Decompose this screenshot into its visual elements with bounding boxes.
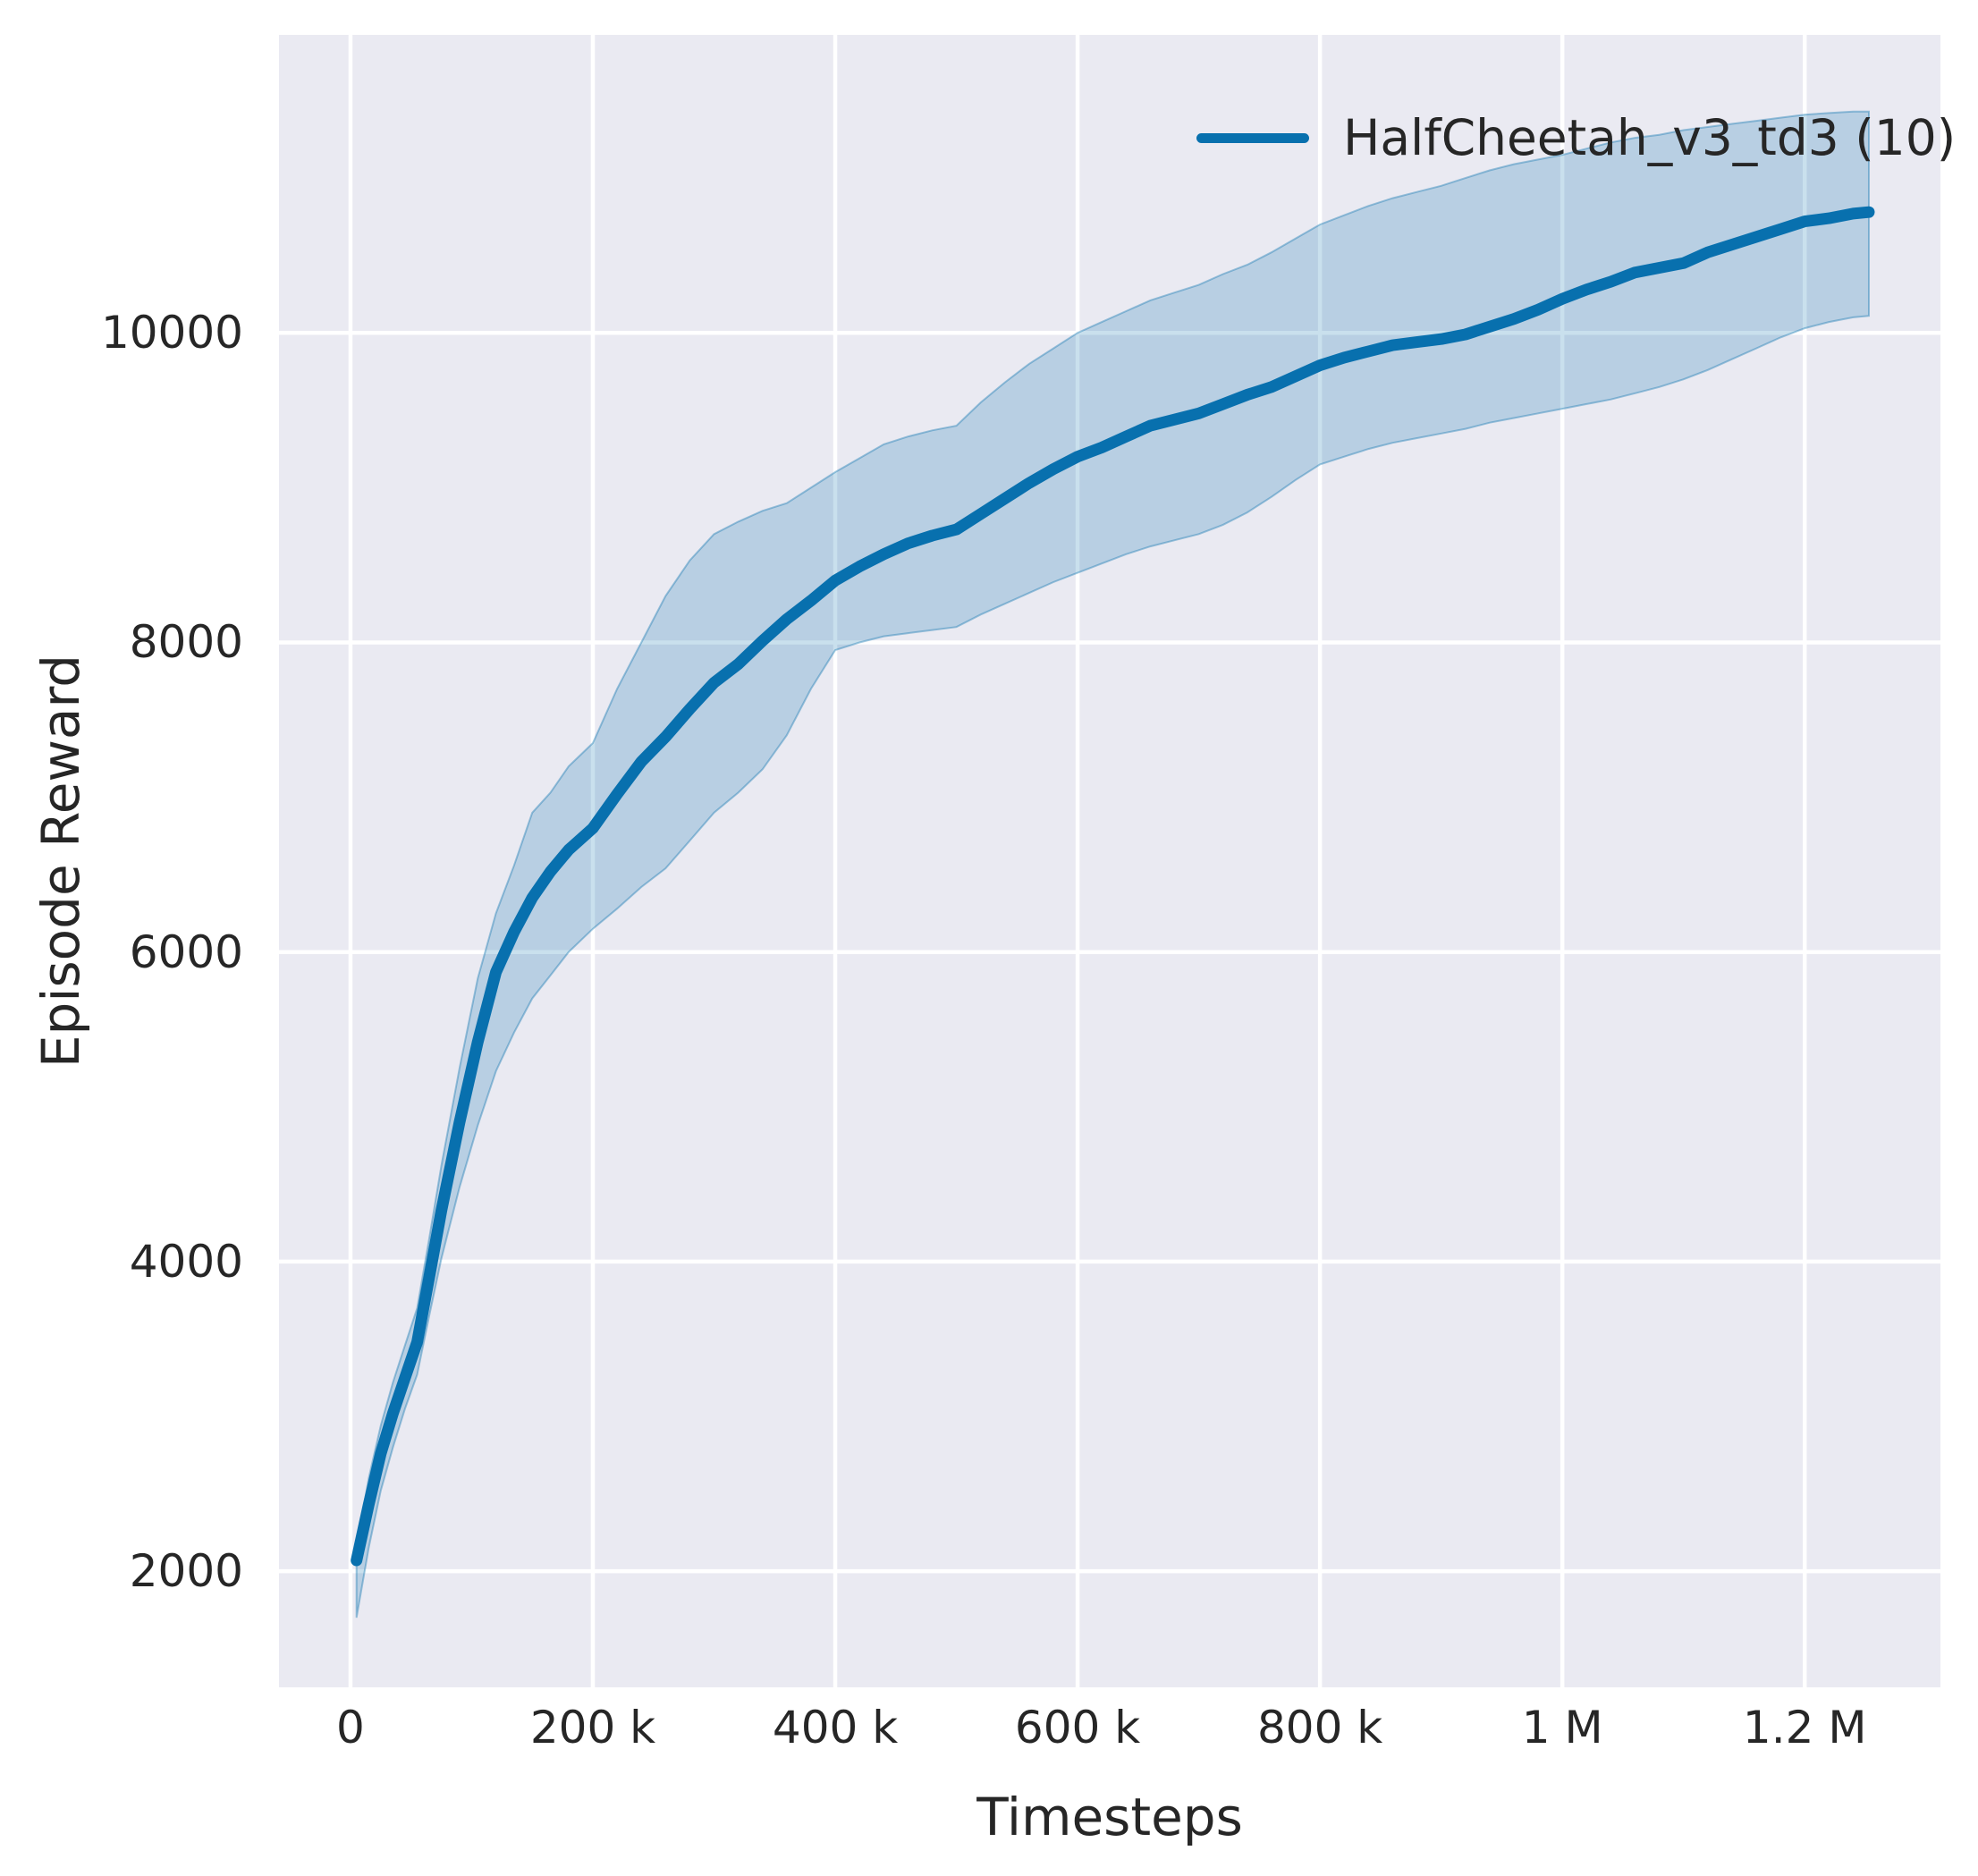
x-tick-label: 600 k [1014,1702,1141,1753]
mean-line [351,206,1875,1567]
confidence-band [355,110,1870,1618]
y-tick-label: 2000 [129,1545,243,1598]
x-tick-label: 800 k [1256,1702,1383,1753]
x-tick-label: 200 k [529,1702,656,1753]
x-tick-label: 1 M [1521,1702,1603,1753]
y-tick-label: 4000 [129,1235,243,1288]
x-tick-label: 1.2 M [1742,1702,1867,1753]
legend-line-swatch [1196,132,1309,143]
y-tick-label: 10000 [100,307,243,359]
legend-label: HalfCheetah_v3_td3 (10) [1343,108,1957,166]
x-tick-label: 400 k [772,1702,899,1753]
x-tick-label: 0 [336,1702,365,1753]
y-tick-label: 8000 [129,616,243,669]
legend: HalfCheetah_v3_td3 (10) [1196,100,1956,175]
x-axis-title: Timesteps [976,1787,1243,1847]
y-tick-label: 6000 [129,925,243,978]
y-axis-title: Episode Reward [30,654,91,1069]
